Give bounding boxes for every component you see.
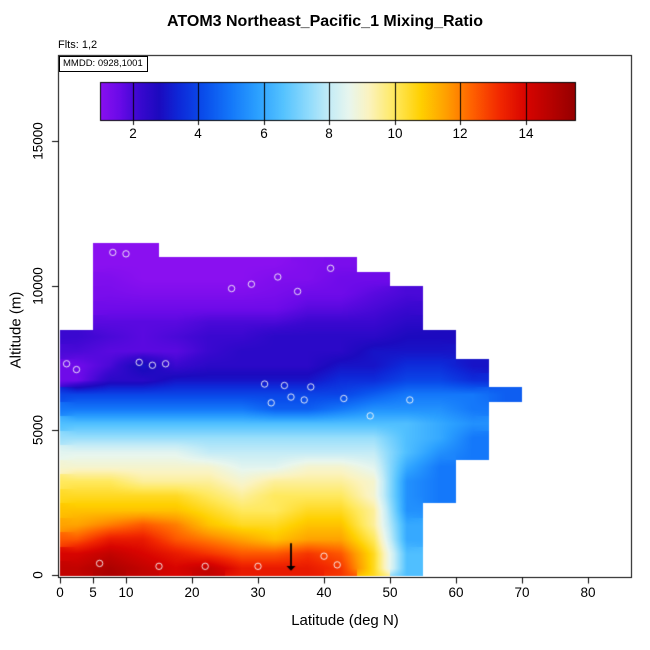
x-tick-label: 70: [514, 585, 530, 600]
x-axis-label: Latitude (deg N): [291, 612, 399, 629]
colorbar-tick-label: 10: [387, 126, 403, 141]
x-tick-label: 60: [448, 585, 464, 600]
y-tick-label: 15000: [30, 122, 46, 160]
y-axis-label: Altitude (m): [7, 291, 25, 369]
x-tick-label: 40: [316, 585, 332, 600]
colorbar-tick-label: 2: [129, 126, 137, 141]
x-tick-label: 10: [118, 585, 134, 600]
x-tick-label: 5: [89, 585, 97, 600]
x-tick-label: 0: [56, 585, 64, 600]
colorbar-tick-label: 4: [194, 126, 202, 141]
colorbar-tick-label: 14: [518, 126, 534, 141]
y-tick-label: 0: [30, 571, 46, 579]
x-tick-label: 30: [250, 585, 266, 600]
x-tick-label: 50: [382, 585, 398, 600]
x-tick-label: 80: [580, 585, 596, 600]
colorbar-tick-label: 8: [325, 126, 333, 141]
mmdd-legend-box: MMDD: 0928,1001: [59, 56, 148, 72]
flights-annotation: Flts: 1,2: [58, 39, 98, 51]
colorbar-tick-label: 12: [452, 126, 468, 141]
y-tick-label: 5000: [30, 414, 46, 446]
chart-title: ATOM3 Northeast_Pacific_1 Mixing_Ratio: [167, 13, 483, 30]
x-tick-label: 20: [184, 585, 200, 600]
y-tick-label: 10000: [30, 267, 46, 305]
colorbar-tick-label: 6: [260, 126, 268, 141]
